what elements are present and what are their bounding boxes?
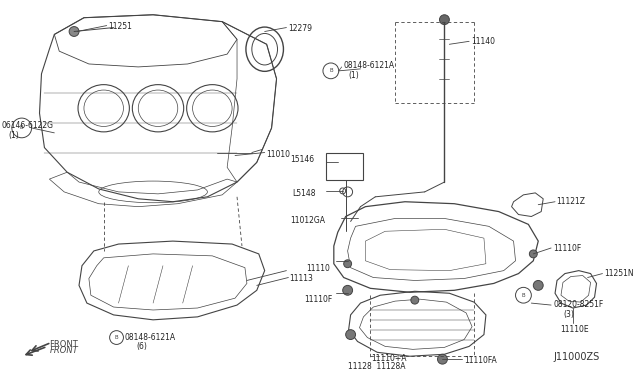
- Text: 11012GA: 11012GA: [291, 217, 325, 225]
- Text: 11110FA: 11110FA: [464, 356, 497, 365]
- Circle shape: [440, 15, 449, 25]
- Text: L5148: L5148: [292, 189, 316, 198]
- Text: 11110F: 11110F: [553, 244, 581, 253]
- Text: B: B: [115, 335, 118, 340]
- Text: 11110E: 11110E: [560, 325, 589, 334]
- Text: 08148-6121A: 08148-6121A: [124, 333, 175, 341]
- Text: B: B: [20, 125, 24, 131]
- Circle shape: [69, 26, 79, 36]
- Text: 15146: 15146: [291, 154, 314, 164]
- Circle shape: [411, 296, 419, 304]
- Text: 11121Z: 11121Z: [556, 197, 585, 206]
- Circle shape: [344, 260, 351, 268]
- Circle shape: [346, 330, 356, 340]
- Text: 08120-8251F: 08120-8251F: [553, 300, 604, 309]
- Circle shape: [529, 250, 537, 258]
- Text: 12279: 12279: [289, 23, 312, 33]
- Text: 08148-6121A: 08148-6121A: [344, 61, 395, 70]
- Text: (1): (1): [8, 131, 19, 140]
- Text: 11251: 11251: [109, 22, 132, 31]
- Text: 11128  11128A: 11128 11128A: [348, 362, 405, 371]
- Text: 11251N: 11251N: [604, 269, 634, 278]
- Text: B: B: [522, 293, 525, 298]
- Text: B: B: [329, 68, 333, 73]
- Text: 06146-6122G: 06146-6122G: [2, 121, 54, 130]
- Text: J11000ZS: J11000ZS: [553, 352, 599, 362]
- Text: FRONT: FRONT: [49, 346, 78, 355]
- Text: (3): (3): [563, 310, 574, 319]
- Text: 11110: 11110: [306, 264, 330, 273]
- Text: 11010: 11010: [267, 150, 291, 158]
- Circle shape: [342, 285, 353, 295]
- Text: FRONT: FRONT: [49, 340, 78, 349]
- Text: 11110F: 11110F: [304, 295, 332, 304]
- Text: (1): (1): [349, 71, 360, 80]
- Text: 11113: 11113: [289, 273, 313, 283]
- Circle shape: [438, 354, 447, 364]
- Circle shape: [533, 280, 543, 290]
- Text: 11110+A: 11110+A: [371, 354, 407, 363]
- Text: (6): (6): [136, 343, 147, 352]
- Text: 11140: 11140: [471, 38, 495, 46]
